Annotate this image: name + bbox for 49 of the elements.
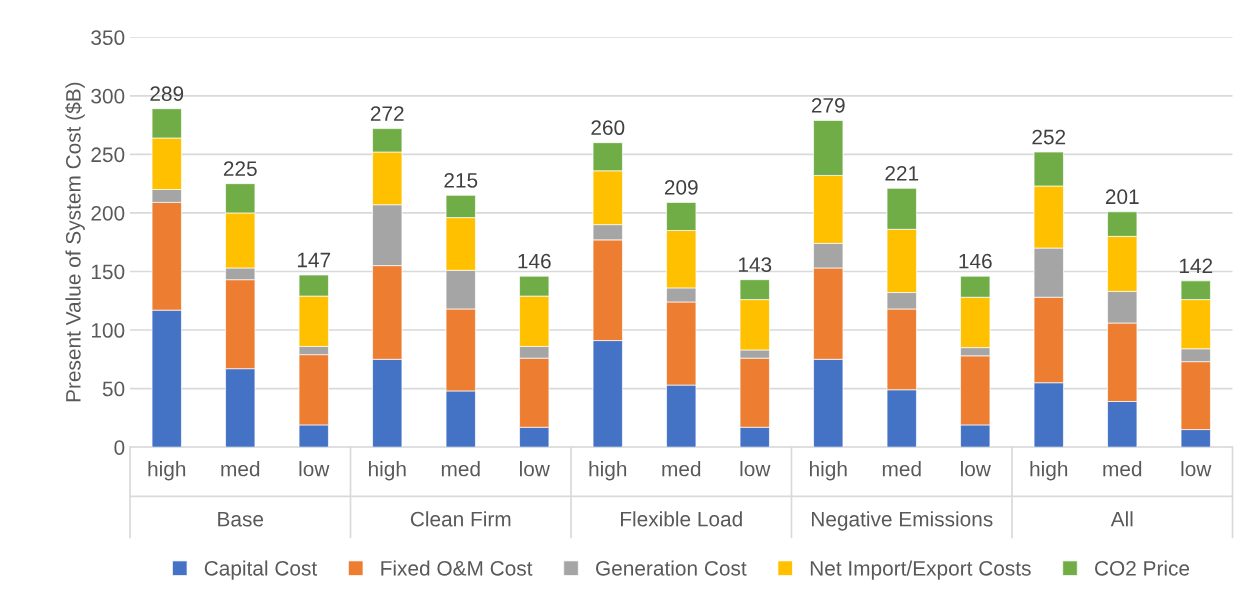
total-label: 209 — [664, 180, 698, 195]
y-tick-label: 0 — [114, 440, 125, 455]
y-tick-label: 300 — [91, 88, 125, 104]
y-tick-label: 200 — [91, 205, 125, 221]
total-label: 272 — [370, 106, 404, 121]
x-tick-label: med — [662, 461, 701, 477]
x-tick-label: high — [1030, 461, 1068, 481]
total-label: 147 — [297, 252, 331, 268]
x-tick-label: low — [299, 461, 330, 477]
legend-label: Capital Cost — [204, 560, 318, 580]
total-label: 215 — [444, 172, 478, 188]
x-tick-label: med — [1103, 461, 1142, 477]
legend-label: CO2 Price — [1095, 560, 1190, 576]
text: Base — [218, 511, 264, 527]
x-tick-label: low — [520, 461, 550, 477]
x-tick-label: low — [1181, 461, 1212, 477]
total-label: 260 — [591, 120, 625, 136]
y-tick-label: 250 — [91, 147, 125, 163]
y-tick-label: 150 — [91, 264, 125, 280]
total-label: 221 — [885, 165, 919, 181]
total-label: 252 — [1032, 129, 1066, 145]
x-tick-label: med — [221, 461, 260, 477]
x-tick-label: low — [740, 461, 771, 477]
y-tick-label: 100 — [91, 323, 125, 338]
total-label: 201 — [1105, 189, 1139, 205]
x-tick-label: high — [589, 461, 627, 481]
y-axis-title: Present Value of System Cost ($B) — [65, 82, 85, 402]
text: Flexible Load — [621, 511, 742, 527]
legend-label: Generation Cost — [596, 560, 747, 576]
total-label: 143 — [738, 257, 772, 273]
total-label: 146 — [959, 253, 992, 269]
total-label: 142 — [1179, 258, 1213, 274]
legend-label: Net Import/Export Costs — [810, 560, 1031, 580]
x-tick-label: low — [961, 461, 991, 477]
x-tick-label: med — [441, 461, 480, 477]
total-label: 146 — [518, 253, 551, 269]
y-tick-label: 50 — [102, 381, 125, 397]
x-tick-label: high — [810, 461, 847, 481]
text: Clean Firm — [410, 511, 511, 527]
total-label: 279 — [811, 98, 845, 113]
text: Negative Emissions — [811, 511, 993, 531]
legend-label: Fixed O&M Cost — [381, 560, 533, 576]
y-tick-label: 350 — [91, 30, 125, 46]
total-label: 225 — [223, 161, 257, 177]
total-label: 289 — [150, 86, 184, 102]
x-tick-label: med — [882, 461, 921, 477]
text: All — [1110, 511, 1133, 527]
x-tick-label: high — [148, 461, 186, 481]
x-tick-label: high — [369, 461, 406, 481]
